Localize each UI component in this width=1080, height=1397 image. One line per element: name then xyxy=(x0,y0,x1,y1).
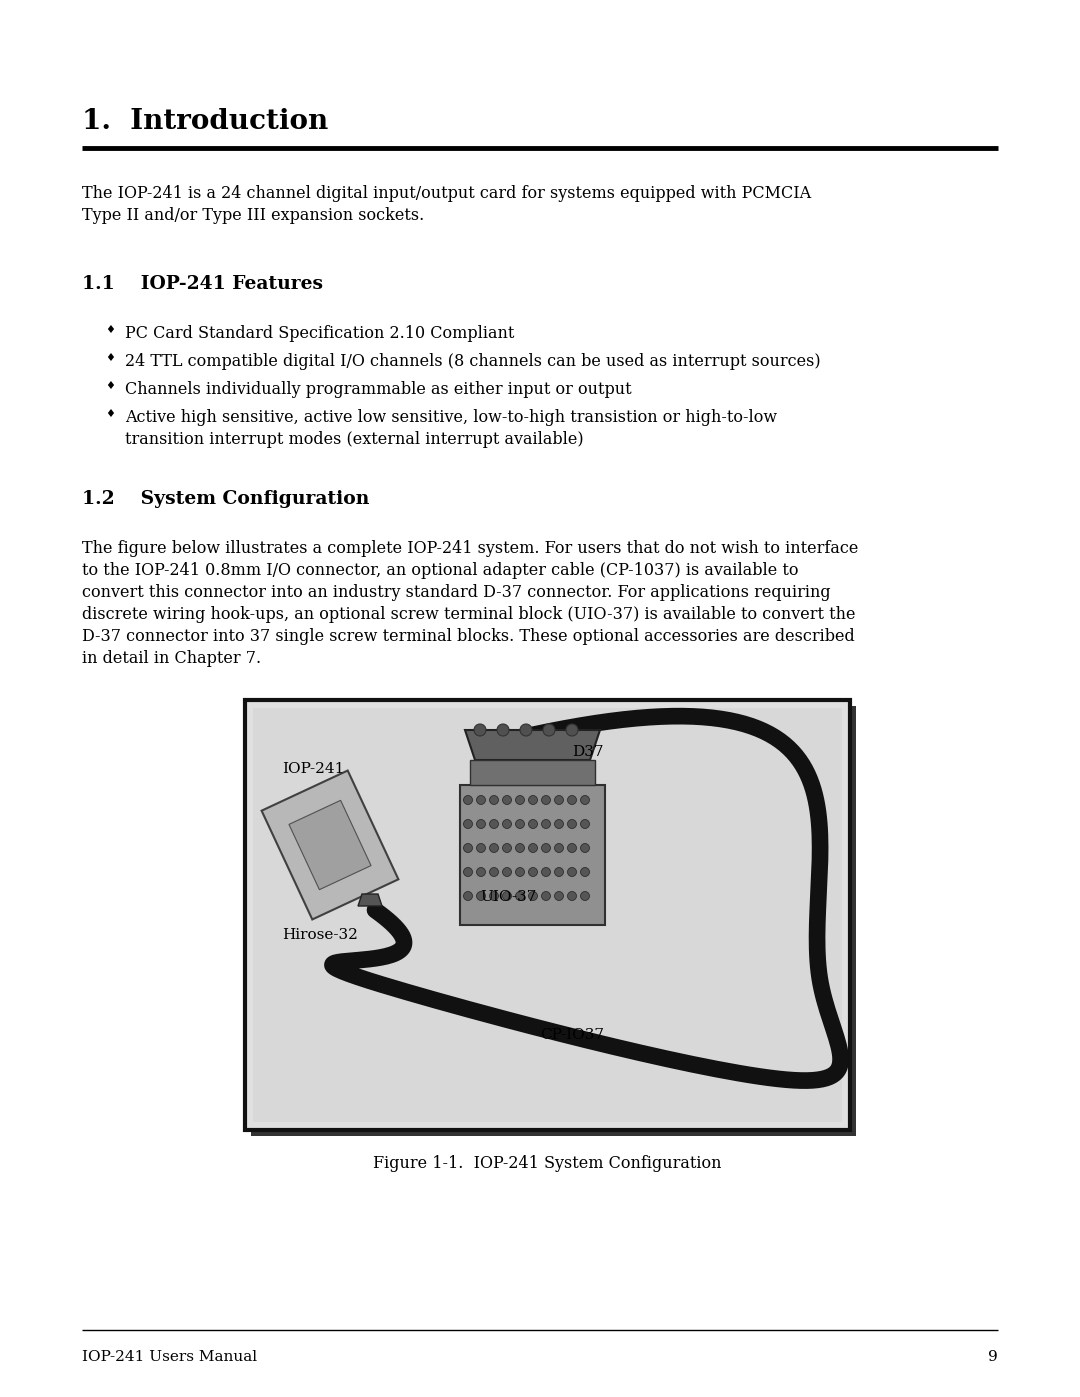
Text: Active high sensitive, active low sensitive, low-to-high transistion or high-to-: Active high sensitive, active low sensit… xyxy=(125,409,778,426)
Circle shape xyxy=(476,795,486,805)
Text: 9: 9 xyxy=(988,1350,998,1363)
Circle shape xyxy=(554,844,564,852)
Circle shape xyxy=(497,724,509,736)
Circle shape xyxy=(528,795,538,805)
Circle shape xyxy=(515,795,525,805)
Circle shape xyxy=(502,891,512,901)
Circle shape xyxy=(502,844,512,852)
Circle shape xyxy=(581,891,590,901)
Circle shape xyxy=(474,724,486,736)
Circle shape xyxy=(581,820,590,828)
Text: Hirose-32: Hirose-32 xyxy=(282,928,357,942)
Text: Type II and/or Type III expansion sockets.: Type II and/or Type III expansion socket… xyxy=(82,207,424,224)
Text: Channels individually programmable as either input or output: Channels individually programmable as ei… xyxy=(125,381,632,398)
Circle shape xyxy=(566,724,578,736)
Text: 1.2    System Configuration: 1.2 System Configuration xyxy=(82,490,369,509)
Text: ♦: ♦ xyxy=(105,353,114,363)
Circle shape xyxy=(463,820,473,828)
Text: 1.  Introduction: 1. Introduction xyxy=(82,108,328,136)
Circle shape xyxy=(502,795,512,805)
Text: UIO-37: UIO-37 xyxy=(480,890,537,904)
Text: IOP-241: IOP-241 xyxy=(282,761,345,775)
Text: ♦: ♦ xyxy=(105,381,114,391)
Circle shape xyxy=(519,724,532,736)
Circle shape xyxy=(489,844,499,852)
Circle shape xyxy=(567,820,577,828)
Circle shape xyxy=(567,891,577,901)
Text: IOP-241 Users Manual: IOP-241 Users Manual xyxy=(82,1350,257,1363)
Text: to the IOP-241 0.8mm I/O connector, an optional adapter cable (CP-1037) is avail: to the IOP-241 0.8mm I/O connector, an o… xyxy=(82,562,798,578)
Text: transition interrupt modes (external interrupt available): transition interrupt modes (external int… xyxy=(125,432,583,448)
Circle shape xyxy=(554,868,564,876)
Circle shape xyxy=(489,820,499,828)
Circle shape xyxy=(541,868,551,876)
Circle shape xyxy=(502,820,512,828)
Circle shape xyxy=(581,844,590,852)
Circle shape xyxy=(581,795,590,805)
Circle shape xyxy=(476,891,486,901)
Text: The figure below illustrates a complete IOP-241 system. For users that do not wi: The figure below illustrates a complete … xyxy=(82,541,859,557)
Bar xyxy=(251,705,856,1136)
Text: Figure 1-1.  IOP-241 System Configuration: Figure 1-1. IOP-241 System Configuration xyxy=(374,1155,721,1172)
Circle shape xyxy=(528,820,538,828)
Polygon shape xyxy=(465,731,600,760)
Circle shape xyxy=(528,844,538,852)
Circle shape xyxy=(541,795,551,805)
Circle shape xyxy=(515,891,525,901)
Circle shape xyxy=(567,844,577,852)
Circle shape xyxy=(541,820,551,828)
Text: discrete wiring hook-ups, an optional screw terminal block (UIO-37) is available: discrete wiring hook-ups, an optional sc… xyxy=(82,606,855,623)
Text: PC Card Standard Specification 2.10 Compliant: PC Card Standard Specification 2.10 Comp… xyxy=(125,326,514,342)
Bar xyxy=(245,700,850,1130)
Text: ♦: ♦ xyxy=(105,326,114,335)
Polygon shape xyxy=(357,894,382,907)
Circle shape xyxy=(463,868,473,876)
Text: ♦: ♦ xyxy=(105,409,114,419)
Circle shape xyxy=(528,891,538,901)
Circle shape xyxy=(489,868,499,876)
Circle shape xyxy=(476,820,486,828)
Circle shape xyxy=(541,891,551,901)
Text: in detail in Chapter 7.: in detail in Chapter 7. xyxy=(82,650,261,666)
Text: 1.1    IOP-241 Features: 1.1 IOP-241 Features xyxy=(82,275,323,293)
Bar xyxy=(253,708,842,1122)
Bar xyxy=(470,760,595,785)
Bar xyxy=(460,785,605,925)
Circle shape xyxy=(554,820,564,828)
Circle shape xyxy=(554,891,564,901)
Text: D37: D37 xyxy=(572,745,604,759)
Text: D-37 connector into 37 single screw terminal blocks. These optional accessories : D-37 connector into 37 single screw term… xyxy=(82,629,854,645)
Circle shape xyxy=(502,868,512,876)
Circle shape xyxy=(515,820,525,828)
Circle shape xyxy=(567,868,577,876)
Text: 24 TTL compatible digital I/O channels (8 channels can be used as interrupt sour: 24 TTL compatible digital I/O channels (… xyxy=(125,353,821,370)
Text: convert this connector into an industry standard D-37 connector. For application: convert this connector into an industry … xyxy=(82,584,831,601)
Circle shape xyxy=(463,891,473,901)
Polygon shape xyxy=(261,771,399,919)
Text: CP-IO37: CP-IO37 xyxy=(540,1028,604,1042)
Circle shape xyxy=(581,868,590,876)
Circle shape xyxy=(554,795,564,805)
Circle shape xyxy=(515,868,525,876)
Circle shape xyxy=(463,844,473,852)
Circle shape xyxy=(515,844,525,852)
Text: The IOP-241 is a 24 channel digital input/output card for systems equipped with : The IOP-241 is a 24 channel digital inpu… xyxy=(82,184,811,203)
Circle shape xyxy=(476,844,486,852)
Circle shape xyxy=(489,795,499,805)
Circle shape xyxy=(476,868,486,876)
Circle shape xyxy=(489,891,499,901)
Circle shape xyxy=(463,795,473,805)
Circle shape xyxy=(567,795,577,805)
Polygon shape xyxy=(289,800,372,890)
Circle shape xyxy=(528,868,538,876)
Circle shape xyxy=(543,724,555,736)
Circle shape xyxy=(541,844,551,852)
